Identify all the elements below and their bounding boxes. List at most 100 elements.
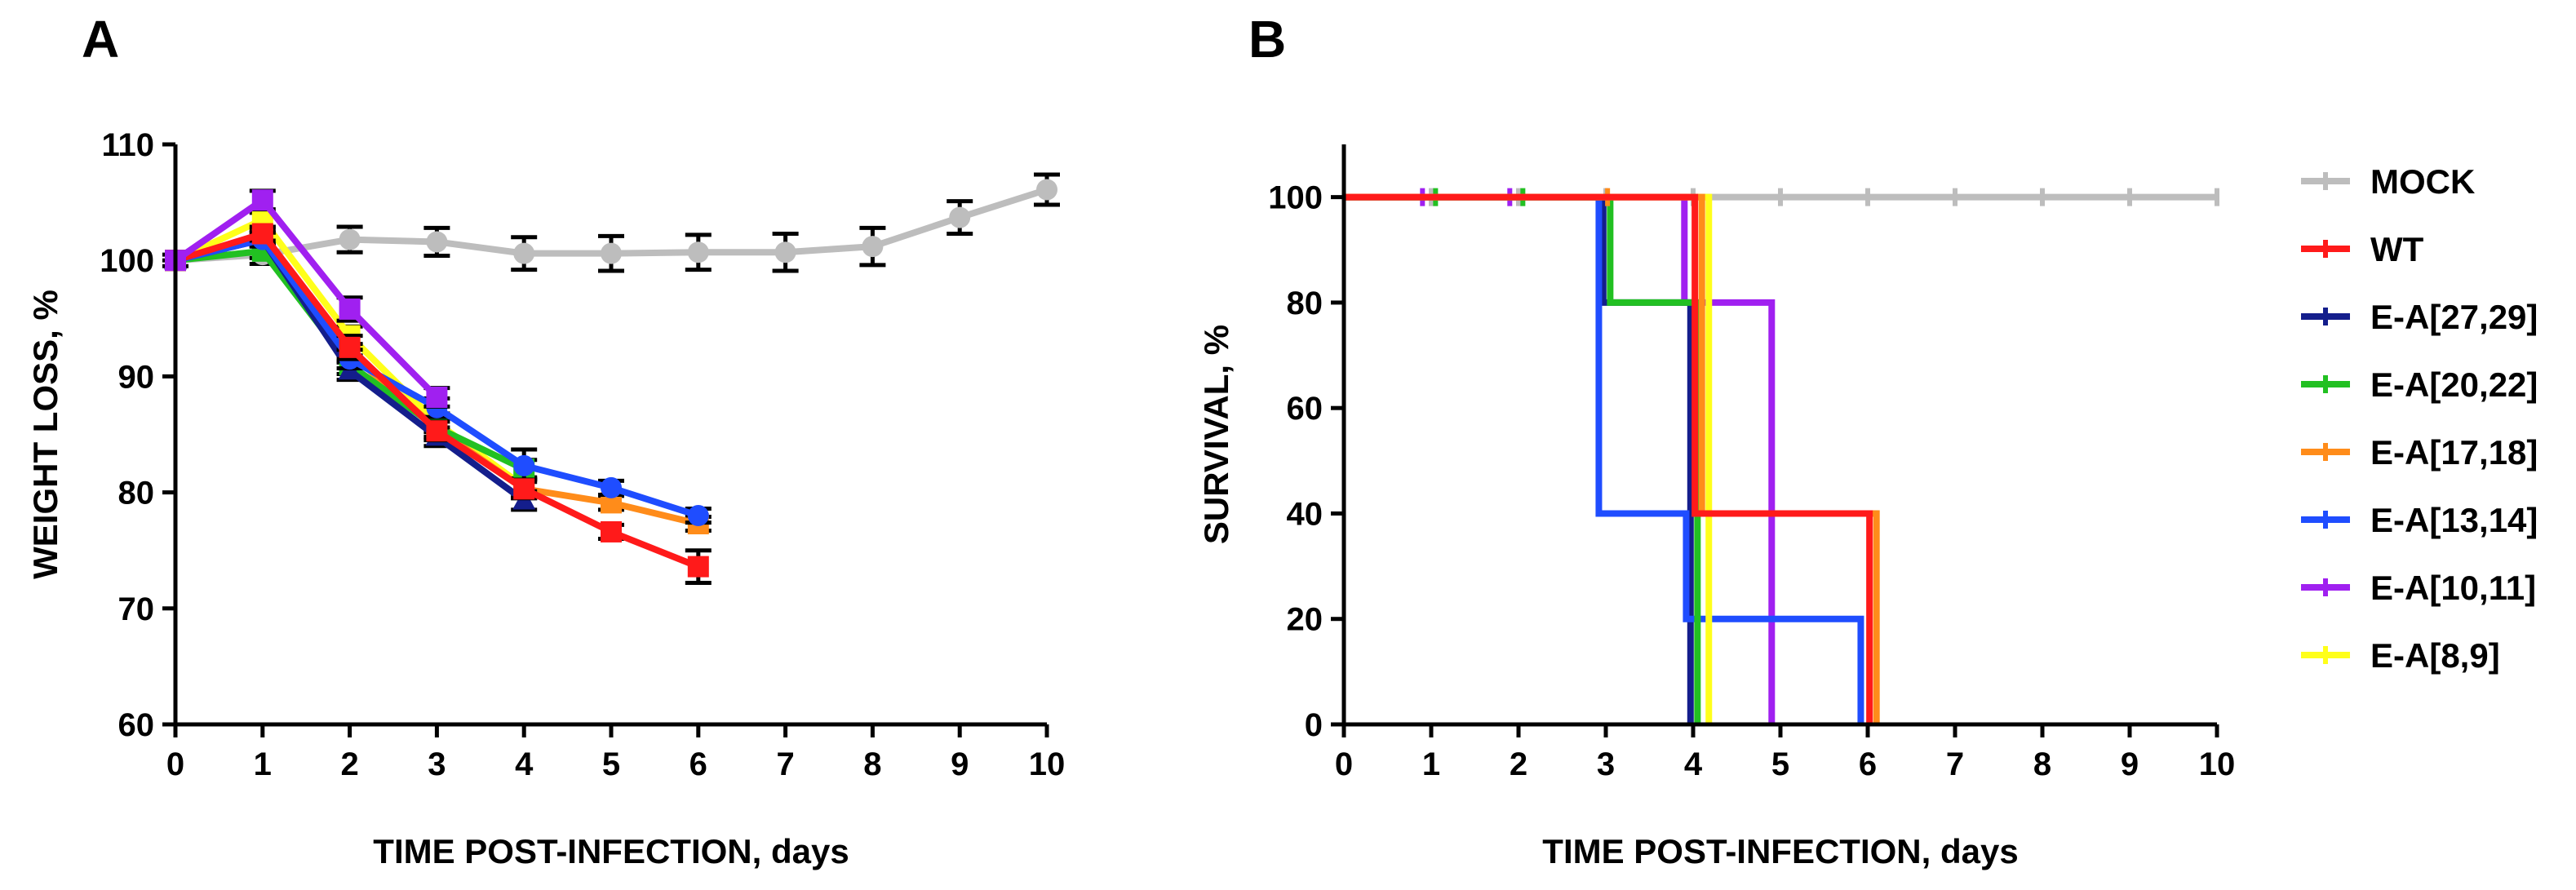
a-point (513, 478, 535, 500)
legend-item: MOCK (2301, 162, 2475, 201)
a-point (1036, 179, 1057, 201)
b-x-tick-label: 3 (1597, 746, 1615, 782)
legend-label: WT (2370, 230, 2424, 268)
a-x-tick-label: 8 (863, 746, 881, 782)
a-x-tick-label: 9 (951, 746, 969, 782)
a-x-tick-label: 5 (602, 746, 620, 782)
legend: MOCK WT E-A[27,29] E-A[20,22] E-A[17,18] E-A[… (2301, 162, 2538, 675)
b-y-tick-label: 60 (1287, 391, 1323, 427)
b-x-tick-label: 5 (1771, 746, 1789, 782)
a-series-e-a-13-14 (165, 228, 712, 527)
a-axes (173, 144, 1047, 727)
a-point (513, 242, 535, 264)
legend-item: E-A[20,22] (2301, 365, 2538, 404)
b-y-tick-label: 40 (1287, 496, 1323, 532)
a-line (173, 197, 440, 400)
a-x-tick-label: 3 (428, 746, 446, 782)
legend-item: E-A[10,11] (2301, 569, 2536, 607)
a-series-e-a-10-11 (165, 188, 450, 409)
b-series-e-a-8-9 (1344, 193, 1713, 724)
b-x-tick-label: 7 (1946, 746, 1964, 782)
b-series-e-a-27-29 (1344, 193, 1694, 724)
b-step-line (1344, 193, 1873, 724)
legend-item: E-A[13,14] (2301, 501, 2538, 539)
a-point (339, 336, 361, 358)
legend-item: E-A[8,9] (2301, 636, 2500, 675)
b-y-tick-label: 100 (1268, 180, 1323, 216)
b-x-tick-label: 10 (2199, 746, 2236, 782)
a-series-group (162, 172, 1060, 586)
a-series-e-a-17-18 (165, 226, 712, 534)
weight-loss-chart: 0 1 2 3 4 5 6 7 8 9 10 60 70 80 90 100 110 TIME POST-INF… (26, 127, 1065, 870)
a-point (949, 206, 971, 228)
a-y-tick-label: 70 (118, 591, 155, 627)
a-x-axis-title: TIME POST-INFECTION, days (373, 832, 849, 870)
legend-label: E-A[17,18] (2370, 433, 2538, 472)
b-step-line (1344, 193, 1694, 724)
b-x-tick-label: 0 (1335, 746, 1353, 782)
a-point (251, 189, 273, 211)
a-x-tick-label: 2 (340, 746, 358, 782)
a-point (513, 454, 535, 476)
a-axis-ticks: 0 1 2 3 4 5 6 7 8 9 10 60 70 80 90 100 110 (100, 127, 1065, 782)
legend-item: E-A[17,18] (2301, 433, 2538, 472)
a-point (774, 241, 796, 263)
a-x-tick-label: 10 (1029, 746, 1066, 782)
b-series-wt (1344, 193, 1873, 724)
b-x-tick-label: 4 (1684, 746, 1703, 782)
a-line (175, 236, 700, 519)
a-point (251, 223, 273, 245)
a-point (601, 242, 622, 264)
b-x-tick-label: 6 (1859, 746, 1877, 782)
a-point (426, 420, 448, 442)
legend-label: E-A[20,22] (2370, 365, 2538, 404)
a-x-tick-label: 4 (515, 746, 534, 782)
legend-item: E-A[27,29] (2301, 298, 2538, 336)
b-x-tick-label: 2 (1510, 746, 1527, 782)
b-axes (1341, 144, 2217, 727)
b-x-axis-title: TIME POST-INFECTION, days (1542, 832, 2018, 870)
b-step-line (1344, 193, 1713, 724)
panel-b-label: B (1248, 10, 1286, 69)
b-x-tick-label: 1 (1422, 746, 1440, 782)
a-y-tick-label: 90 (118, 359, 155, 395)
a-point (687, 505, 709, 527)
a-y-tick-label: 80 (118, 476, 155, 511)
b-x-tick-label: 8 (2033, 746, 2051, 782)
b-y-axis-title: SURVIVAL, % (1197, 325, 1235, 544)
a-x-tick-label: 1 (254, 746, 272, 782)
a-y-tick-label: 100 (100, 243, 154, 279)
b-y-tick-label: 20 (1287, 602, 1323, 638)
a-series-mock (162, 172, 1060, 273)
a-x-tick-label: 7 (776, 746, 794, 782)
a-point (601, 520, 622, 542)
b-x-tick-label: 9 (2121, 746, 2139, 782)
a-y-tick-label: 110 (101, 127, 154, 163)
legend-label: E-A[13,14] (2370, 501, 2538, 539)
b-step-line (1344, 193, 1701, 724)
b-y-tick-label: 0 (1305, 707, 1323, 743)
legend-label: E-A[27,29] (2370, 298, 2538, 336)
a-point (426, 231, 448, 253)
b-series-group (1344, 188, 2219, 724)
legend-item: WT (2301, 230, 2424, 268)
b-y-tick-label: 80 (1287, 286, 1323, 321)
a-point (339, 228, 361, 250)
legend-label: MOCK (2370, 162, 2475, 201)
legend-label: E-A[10,11] (2370, 569, 2536, 607)
a-point (862, 236, 884, 258)
legend-label: E-A[8,9] (2370, 636, 2500, 675)
a-x-tick-label: 6 (689, 746, 707, 782)
a-y-tick-label: 60 (118, 707, 155, 743)
a-point (687, 241, 709, 263)
a-point (339, 298, 361, 320)
b-series-e-a-20-22 (1344, 188, 1701, 724)
panel-a-label: A (82, 10, 119, 69)
a-point (687, 556, 709, 578)
a-x-tick-label: 0 (166, 746, 184, 782)
a-point (426, 386, 448, 408)
a-y-axis-title: WEIGHT LOSS, % (26, 290, 64, 579)
